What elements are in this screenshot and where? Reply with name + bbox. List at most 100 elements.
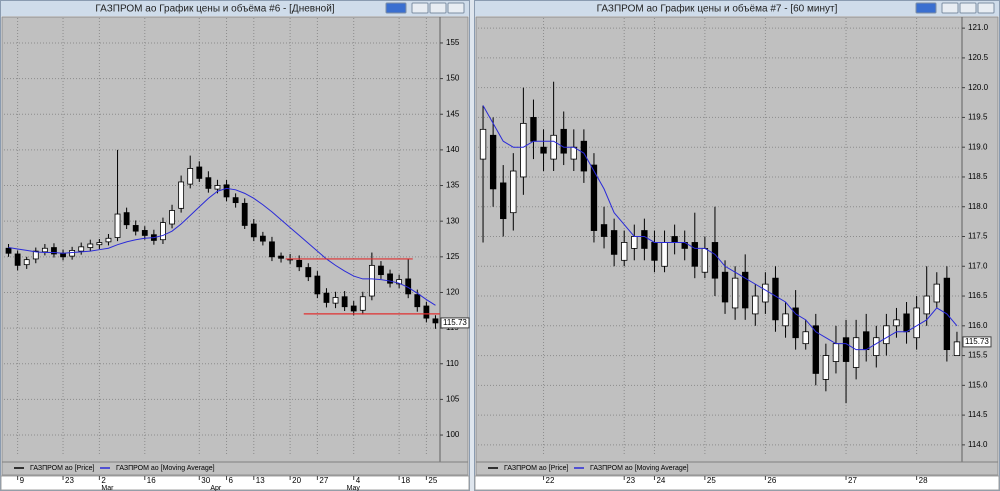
- x-tick-label: 27: [848, 476, 857, 485]
- candle-body: [69, 250, 76, 257]
- y-tick-label: 121.0: [968, 23, 989, 32]
- candle-body: [323, 292, 330, 303]
- candle-body: [387, 273, 393, 284]
- y-tick-label: 118.0: [968, 202, 988, 211]
- close-button[interactable]: [977, 2, 995, 14]
- y-tick-label: 130: [446, 216, 460, 225]
- candle-body: [540, 146, 547, 154]
- candle-body: [641, 230, 648, 249]
- candle-body: [368, 264, 375, 297]
- candle-body: [621, 242, 628, 261]
- candle-body: [78, 246, 85, 252]
- legend-label: ГАЗПРОМ ао [Moving Average]: [590, 465, 689, 472]
- moving-average-line: [8, 187, 436, 306]
- month-label: Apr: [210, 485, 222, 491]
- candle-body: [205, 177, 212, 189]
- candle-body: [631, 236, 638, 249]
- y-tick-label: 116.5: [968, 291, 988, 300]
- x-tick-label: 13: [256, 476, 265, 485]
- maximize-button[interactable]: [959, 2, 977, 14]
- last-price-label: 115.73: [443, 318, 467, 327]
- x-tick-label: 25: [707, 476, 716, 485]
- y-tick-label: 140: [446, 145, 460, 154]
- candle-body: [51, 247, 57, 255]
- candle-body: [241, 202, 248, 226]
- candle-body: [305, 267, 312, 278]
- candle-body: [296, 259, 303, 268]
- legend-label: ГАЗПРОМ ао [Price]: [504, 465, 569, 472]
- y-tick-label: 116.0: [968, 321, 988, 330]
- candle-body: [731, 277, 739, 309]
- candle-body: [500, 182, 507, 220]
- x-tick-label: 6: [229, 476, 234, 485]
- y-tick-label: 120: [446, 288, 460, 297]
- candle-body: [489, 134, 497, 190]
- candle-body: [711, 242, 719, 279]
- candle-body: [721, 271, 729, 303]
- candle-body: [852, 337, 860, 368]
- x-tick-label: 27: [319, 476, 328, 485]
- candle-body: [141, 230, 148, 236]
- close-button[interactable]: [447, 2, 465, 14]
- x-tick-label: 26: [767, 476, 776, 485]
- x-tick-label: 18: [401, 476, 410, 485]
- candle-body: [873, 337, 880, 356]
- candle-body: [590, 164, 598, 231]
- candle-body: [580, 140, 588, 172]
- x-tick-label: 24: [656, 476, 665, 485]
- candle-body: [350, 305, 357, 312]
- candle-body: [863, 331, 870, 351]
- y-tick-label: 115.5: [968, 351, 988, 360]
- legend-label: ГАЗПРОМ ао [Price]: [30, 465, 95, 472]
- candle-body: [14, 253, 21, 266]
- candle-body: [114, 213, 121, 238]
- candle-body: [560, 128, 567, 154]
- candle-body: [359, 296, 366, 311]
- time-axis: [474, 475, 1000, 491]
- time-axis: [0, 475, 470, 491]
- x-tick-label: 9: [20, 476, 25, 485]
- x-tick-label: 20: [292, 476, 301, 485]
- y-tick-label: 119.0: [968, 142, 988, 151]
- candle-body: [762, 283, 769, 303]
- pin-button[interactable]: [915, 2, 937, 14]
- candle-body: [812, 325, 819, 374]
- candle-body: [671, 236, 678, 243]
- candle-body: [314, 275, 321, 295]
- candle-body: [923, 295, 930, 315]
- y-tick-label: 117.5: [968, 232, 988, 241]
- candle-body: [332, 297, 339, 304]
- y-tick-label: 110: [446, 359, 459, 368]
- candle-body: [933, 283, 940, 303]
- candle-body: [105, 237, 112, 243]
- x-tick-label: 23: [626, 476, 635, 485]
- y-tick-label: 100: [446, 430, 460, 439]
- candle-body: [432, 318, 439, 324]
- candle-body: [87, 243, 94, 248]
- window-title: ГАЗПРОМ ао График цены и объёма #7 - [60…: [597, 3, 838, 15]
- candle-body: [610, 230, 618, 255]
- candle-body: [5, 247, 12, 254]
- minimize-button[interactable]: [411, 2, 429, 14]
- candle-body: [701, 248, 709, 273]
- pin-button[interactable]: [385, 2, 407, 14]
- y-tick-label: 120.0: [968, 83, 989, 92]
- title-bar: [1, 1, 469, 16]
- candle-body: [160, 222, 166, 241]
- candle-body: [250, 223, 257, 238]
- candle-body: [378, 265, 384, 276]
- candle-body: [661, 242, 668, 267]
- y-tick-label: 135: [446, 181, 460, 190]
- y-tick-label: 125: [446, 252, 460, 261]
- candle-body: [742, 271, 749, 309]
- candle-body: [269, 241, 275, 258]
- title-bar: [475, 1, 999, 16]
- candle-body: [196, 166, 203, 179]
- candle-body: [23, 259, 30, 266]
- candle-body: [214, 185, 221, 190]
- minimize-button[interactable]: [941, 2, 959, 14]
- chart-area: [475, 16, 999, 476]
- month-label: Mar: [101, 485, 114, 491]
- maximize-button[interactable]: [429, 2, 447, 14]
- candle-body: [60, 252, 66, 258]
